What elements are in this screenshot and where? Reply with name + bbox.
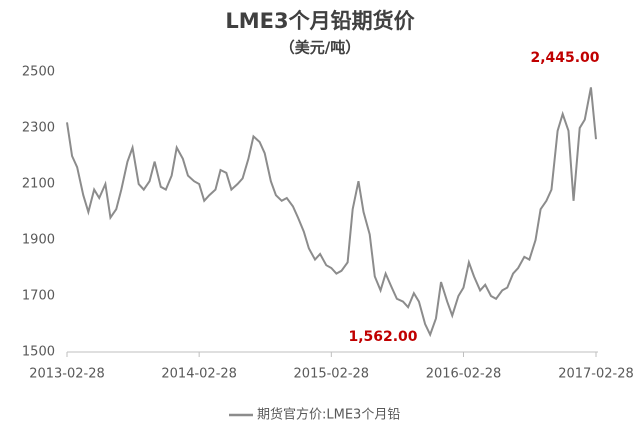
y-tick-label: 2300: [22, 121, 55, 136]
chart-subtitle: （美元/吨）: [280, 39, 360, 57]
annotation: 1,562.00: [348, 329, 417, 345]
x-tick-label: 2015-02-28: [294, 367, 370, 382]
legend-label: 期货官方价:LME3个月铅: [257, 407, 400, 423]
x-tick-label: 2016-02-28: [426, 367, 502, 382]
y-tick-label: 1500: [22, 345, 55, 360]
x-tick-label: 2014-02-28: [161, 367, 237, 382]
y-tick-label: 2100: [22, 177, 55, 192]
x-tick-label: 2013-02-28: [29, 367, 105, 382]
annotation: 2,445.00: [530, 50, 599, 66]
series-line: [66, 87, 597, 338]
x-tick-label: 2017-02-28: [558, 367, 634, 382]
y-tick-label: 1900: [22, 233, 55, 248]
chart-title: LME3个月铅期货价: [225, 9, 415, 33]
y-tick-label: 2500: [22, 65, 55, 80]
y-tick-label: 1700: [22, 289, 55, 304]
